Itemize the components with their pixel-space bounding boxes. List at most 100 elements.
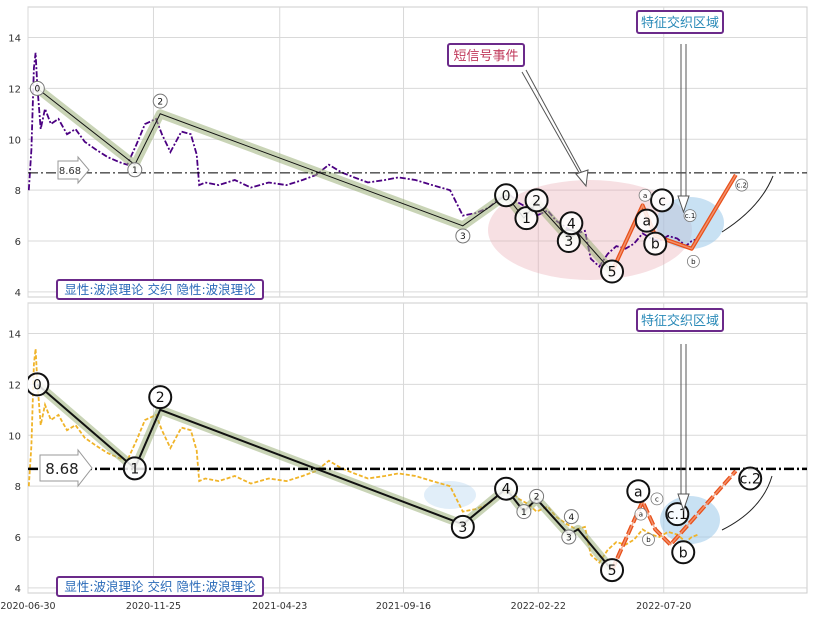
wave-label-circle [559,211,584,236]
y-tick-label: 8 [15,482,21,493]
wave-label: b [646,536,651,544]
wave-label: 1 [132,166,138,176]
wave-label: 5 [608,265,617,281]
wave-label-circle [561,529,577,545]
wave-label: 3 [458,520,467,536]
y-tick-label: 10 [8,431,21,442]
wave-label: c [655,495,659,503]
svg-text:8.68: 8.68 [59,166,81,177]
wave-label: c.2 [740,472,761,488]
wave-label: c.1 [685,212,696,220]
wave-label: 2 [156,390,165,406]
y-tick-label: 8 [15,186,21,197]
price-series [28,348,699,564]
x-tick-label: 2020-11-25 [126,601,181,612]
hline-value-tag: 8.68 [39,448,93,488]
y-tick-label: 10 [8,135,21,146]
wave-label: 3 [460,232,466,242]
short-signal-label: 短信号事件 [447,43,525,67]
wave-label-circle [626,479,651,504]
wave-label-circle [450,514,475,539]
wave-label: 3 [566,533,572,543]
wave-label: a [639,511,643,519]
y-tick-label: 4 [15,288,21,299]
wave-label: 0 [33,377,42,393]
wave-label: c.1 [667,507,688,523]
short-signal-arrowhead [575,169,589,188]
grid [27,303,807,593]
svg-text:短信号事件: 短信号事件 [453,49,518,64]
x-tick-label: 2021-04-23 [252,601,307,612]
y-tick-label: 12 [8,84,21,95]
wave-label-circle [642,533,655,546]
wave-label-circle [29,80,45,96]
wave-label-circle [152,93,168,109]
wave-label-circle [738,466,763,491]
wave-label-circle [650,188,675,213]
wave-label-circle [494,476,519,501]
wave-label: a [642,214,651,230]
wave-label: 2 [532,193,541,209]
wave-label-circle [634,208,659,233]
wave-label: a [634,484,643,500]
wave-label-circle [600,259,625,284]
svg-text:显性:波浪理论 交织 隐性:波浪理论: 显性:波浪理论 交织 隐性:波浪理论 [64,282,256,297]
wave-label-circle [563,509,579,525]
wave-label: 4 [502,482,511,498]
wave-label-circle [638,188,652,202]
wave-label-circle [650,492,664,506]
wave-label: 3 [564,234,573,250]
y-tick-label: 12 [8,380,21,391]
interleave-label: 特征交织区域 [636,308,724,332]
y-tick-label: 4 [15,584,21,595]
wave-label-circle [687,254,700,268]
wave-label: c [658,193,666,209]
wave-label-circle [735,178,749,192]
x-tick-label: 2021-09-16 [376,601,431,612]
wave-label: b [691,258,696,266]
wave-label-circle [529,488,545,504]
interleave-zone [656,197,724,249]
interleave-arrow [680,344,687,494]
wave-label-circle [122,456,147,481]
wave-label-circle [28,372,50,397]
wave-label-circle [643,231,668,256]
x-tick-labels: 2020-06-30 2020-11-25 2021-04-23 2021-09-16… [0,601,691,612]
wave-label-circle [671,540,696,565]
price-line [28,348,699,564]
wave-label: c.2 [736,182,747,190]
wave-label-circle [600,558,625,583]
c2-callout [721,175,774,233]
wave-label: 0 [502,188,511,204]
wave-line-hidden-core [611,470,737,571]
wave-label: 1 [130,461,139,477]
wave-label-circle [524,188,549,213]
wave-label-circle [514,206,539,231]
interleave-arrow [680,44,687,196]
hline-value-tag: 8.68 [57,155,90,185]
wave-label: 4 [568,513,574,523]
wave-label-circle [516,504,532,520]
wave-label-circle [148,385,173,410]
wave-label: b [679,545,688,561]
wave-label: 2 [534,493,540,503]
wave-label: 1 [522,211,531,227]
x-tick-label: 2022-02-22 [511,601,566,612]
svg-text:特征交织区域: 特征交织区域 [641,313,719,329]
wave-label: b [651,237,660,253]
svg-text:显性:波浪理论 交织 隐性:波浪理论: 显性:波浪理论 交织 隐性:波浪理论 [64,579,256,594]
y-tick-labels: 4 6 8 10 12 14 [8,34,21,299]
x-tick-label: 2020-06-30 [0,601,55,612]
wave-label: a [643,192,647,200]
interleave-arrowhead [677,195,690,214]
interleave-zone-small [424,481,476,509]
y-tick-label: 6 [15,533,21,544]
y-tick-label: 6 [15,237,21,248]
y-tick-label: 14 [8,330,21,341]
y-tick-labels: 4 6 8 10 12 14 [8,330,21,595]
wave-label-circle [683,209,697,222]
svg-text:8.68: 8.68 [45,460,78,478]
